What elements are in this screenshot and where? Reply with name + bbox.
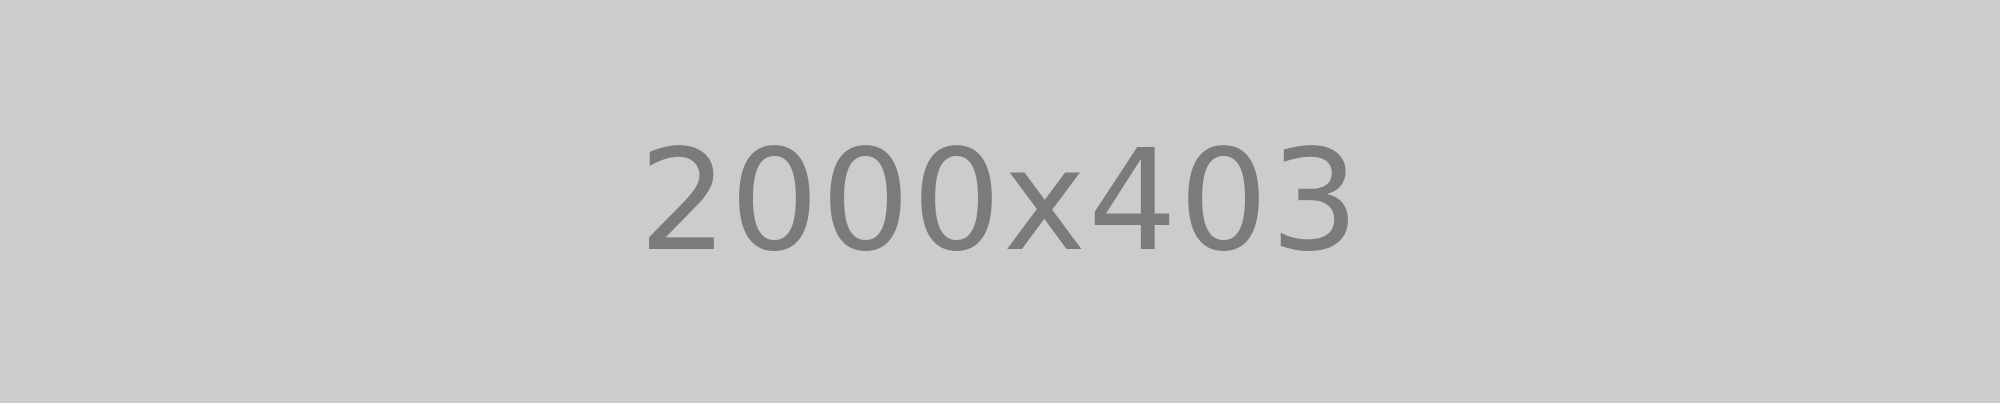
- placeholder-image: 2000x403: [638, 119, 1362, 283]
- dimension-label: 2000x403: [638, 119, 1362, 283]
